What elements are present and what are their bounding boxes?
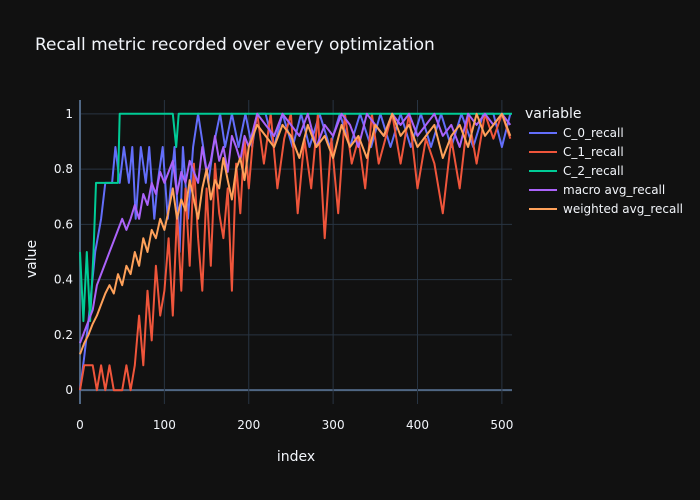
legend-item: C_2_recall <box>563 164 624 178</box>
legend-item: weighted avg_recall <box>563 202 683 216</box>
x-axis-title: index <box>277 449 315 465</box>
legend-item: macro avg_recall <box>563 183 665 197</box>
series-line-1 <box>79 112 512 392</box>
x-tick-label: 300 <box>322 418 345 432</box>
y-tick-label: 0.4 <box>54 273 73 287</box>
legend-item: C_0_recall <box>563 126 624 140</box>
chart-title: Recall metric recorded over every optimi… <box>35 35 435 55</box>
x-tick-label: 100 <box>153 418 176 432</box>
x-tick-label: 200 <box>237 418 260 432</box>
y-tick-label: 0.2 <box>54 328 73 342</box>
series-line-4 <box>79 112 512 355</box>
y-axis-title: value <box>24 240 40 278</box>
series-line-3 <box>79 112 512 344</box>
y-tick-label: 1 <box>65 107 73 121</box>
y-tick-label: 0 <box>65 383 73 397</box>
plot-area <box>79 112 512 392</box>
series-line-2 <box>79 112 512 323</box>
axis-ticks: 0 0.2 0.4 0.6 0.8 1 0 100 200 300 400 500 <box>54 107 513 432</box>
x-tick-label: 0 <box>76 418 84 432</box>
y-tick-label: 0.6 <box>54 217 73 231</box>
y-tick-label: 0.8 <box>54 162 73 176</box>
x-tick-label: 400 <box>406 418 429 432</box>
legend-item: C_1_recall <box>563 145 624 159</box>
series-line-0 <box>79 112 512 391</box>
x-tick-label: 500 <box>490 418 513 432</box>
legend: variable C_0_recall C_1_recall C_2_recallm… <box>525 106 683 216</box>
legend-title: variable <box>525 106 581 122</box>
